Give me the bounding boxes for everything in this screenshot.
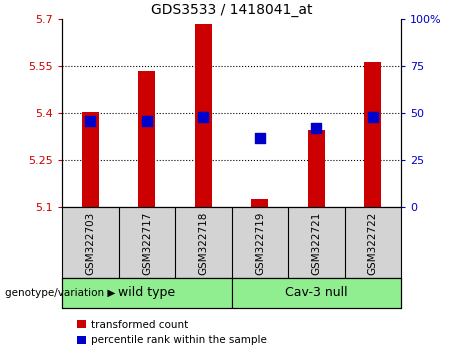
- Point: [143, 118, 151, 124]
- Legend: transformed count, percentile rank within the sample: transformed count, percentile rank withi…: [77, 320, 267, 345]
- Text: wild type: wild type: [118, 286, 176, 299]
- Bar: [138, 71, 155, 207]
- Bar: [195, 24, 212, 207]
- Bar: [231, 278, 401, 308]
- Point: [369, 114, 377, 120]
- Text: GSM322703: GSM322703: [85, 212, 95, 275]
- Bar: [364, 62, 381, 207]
- Bar: [308, 131, 325, 207]
- Text: GSM322722: GSM322722: [368, 212, 378, 275]
- Text: GSM322721: GSM322721: [311, 212, 321, 275]
- Text: GSM322718: GSM322718: [198, 212, 208, 275]
- Point: [200, 114, 207, 120]
- Point: [87, 118, 94, 124]
- Point: [313, 125, 320, 131]
- Bar: [62, 278, 231, 308]
- Point: [256, 135, 264, 141]
- Title: GDS3533 / 1418041_at: GDS3533 / 1418041_at: [151, 3, 313, 17]
- Text: Cav-3 null: Cav-3 null: [285, 286, 348, 299]
- Bar: [82, 112, 99, 207]
- Text: GSM322719: GSM322719: [255, 212, 265, 275]
- Bar: [251, 199, 268, 207]
- Text: GSM322717: GSM322717: [142, 212, 152, 275]
- Text: genotype/variation ▶: genotype/variation ▶: [5, 288, 115, 298]
